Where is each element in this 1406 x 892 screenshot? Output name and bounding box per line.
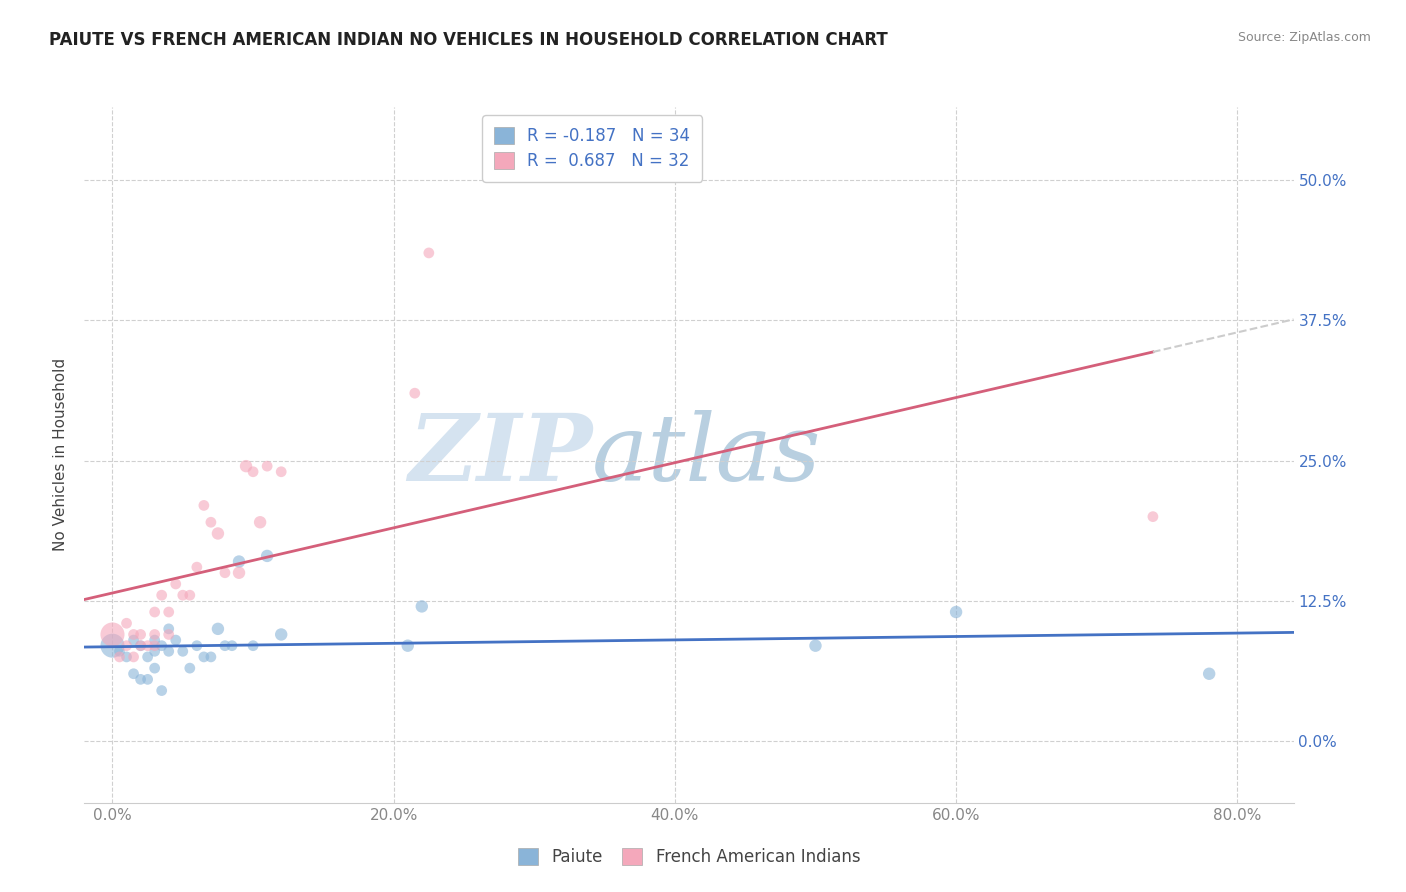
Point — [172, 644, 194, 658]
Point — [214, 639, 236, 653]
Point — [235, 459, 257, 474]
Point — [172, 588, 194, 602]
Text: Source: ZipAtlas.com: Source: ZipAtlas.com — [1237, 31, 1371, 45]
Point — [122, 633, 145, 648]
Point — [115, 616, 138, 631]
Point — [143, 644, 166, 658]
Point — [136, 639, 159, 653]
Point — [179, 588, 201, 602]
Point — [242, 465, 264, 479]
Point — [165, 577, 187, 591]
Point — [122, 627, 145, 641]
Point — [115, 649, 138, 664]
Point — [404, 386, 426, 401]
Point — [122, 666, 145, 681]
Point — [157, 627, 180, 641]
Point — [193, 649, 215, 664]
Point — [129, 639, 152, 653]
Point — [228, 566, 250, 580]
Point — [143, 627, 166, 641]
Point — [165, 633, 187, 648]
Point — [143, 639, 166, 653]
Point — [228, 555, 250, 569]
Point — [108, 644, 131, 658]
Point — [115, 639, 138, 653]
Text: PAIUTE VS FRENCH AMERICAN INDIAN NO VEHICLES IN HOUSEHOLD CORRELATION CHART: PAIUTE VS FRENCH AMERICAN INDIAN NO VEHI… — [49, 31, 889, 49]
Point — [945, 605, 967, 619]
Point — [150, 639, 173, 653]
Point — [200, 515, 222, 529]
Point — [249, 515, 271, 529]
Point — [186, 560, 208, 574]
Point — [136, 673, 159, 687]
Point — [411, 599, 433, 614]
Point — [396, 639, 419, 653]
Point — [418, 246, 440, 260]
Point — [108, 649, 131, 664]
Point — [256, 459, 278, 474]
Text: ZIP: ZIP — [408, 410, 592, 500]
Point — [101, 627, 124, 641]
Point — [200, 649, 222, 664]
Point — [186, 639, 208, 653]
Point — [270, 465, 292, 479]
Legend: Paiute, French American Indians: Paiute, French American Indians — [506, 837, 872, 878]
Point — [157, 622, 180, 636]
Point — [179, 661, 201, 675]
Point — [129, 673, 152, 687]
Point — [143, 633, 166, 648]
Point — [101, 639, 124, 653]
Point — [256, 549, 278, 563]
Point — [804, 639, 827, 653]
Point — [136, 649, 159, 664]
Point — [157, 605, 180, 619]
Point — [150, 683, 173, 698]
Text: atlas: atlas — [592, 410, 821, 500]
Point — [157, 644, 180, 658]
Point — [150, 588, 173, 602]
Point — [129, 639, 152, 653]
Point — [214, 566, 236, 580]
Point — [1142, 509, 1164, 524]
Point — [143, 605, 166, 619]
Point — [143, 661, 166, 675]
Point — [221, 639, 243, 653]
Point — [242, 639, 264, 653]
Point — [207, 526, 229, 541]
Point — [193, 499, 215, 513]
Point — [1198, 666, 1220, 681]
Point — [270, 627, 292, 641]
Point — [129, 627, 152, 641]
Point — [207, 622, 229, 636]
Y-axis label: No Vehicles in Household: No Vehicles in Household — [53, 359, 69, 551]
Point — [122, 649, 145, 664]
